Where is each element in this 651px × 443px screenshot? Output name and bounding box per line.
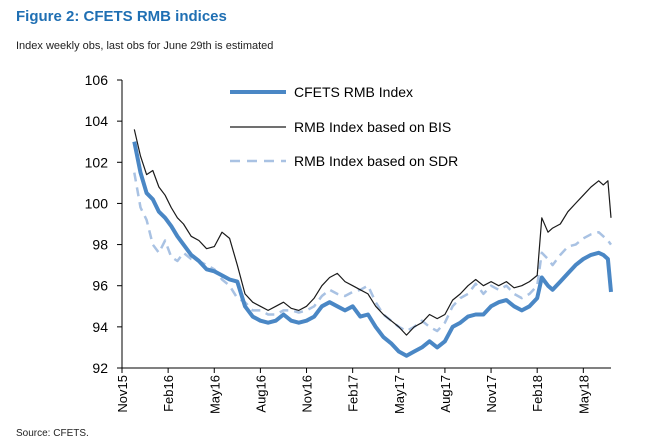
y-tick-label: 98: [92, 237, 108, 253]
figure-source: Source: CFETS.: [16, 428, 89, 439]
chart-series-group: [132, 129, 613, 358]
x-tick-label: Nov16: [300, 375, 315, 413]
series-line-sdr: [133, 172, 612, 333]
chart-axes: 92 94 96 98 100 102 104 106 Nov15 Feb16 May16 Aug16…: [85, 72, 611, 414]
y-tick-label: 100: [85, 195, 109, 211]
x-tick-label: May17: [392, 375, 407, 414]
x-tick-label: Feb18: [530, 375, 545, 412]
y-tick-label: 96: [92, 278, 108, 294]
series-line-bis: [133, 129, 612, 336]
x-tick-label: Feb17: [346, 375, 361, 412]
chart-legend: CFETS RMB Index RMB Index based on BIS RMB…: [230, 84, 458, 169]
x-tick-label: Nov17: [484, 375, 499, 413]
y-tick-label: 106: [85, 72, 109, 88]
y-tick-label: 94: [92, 319, 108, 335]
x-tick-label: Feb16: [161, 375, 176, 412]
legend-label: RMB Index based on BIS: [294, 119, 451, 135]
line-chart: 92 94 96 98 100 102 104 106 Nov15 Feb16 May16 Aug16…: [85, 72, 613, 414]
x-tick-label: Aug16: [253, 375, 268, 413]
series-line-cfets: [132, 141, 613, 358]
x-tick-label: May16: [207, 375, 222, 414]
y-tick-label: 92: [92, 360, 108, 376]
figure-title: Figure 2: CFETS RMB indices: [16, 8, 227, 25]
y-tick-label: 104: [85, 113, 109, 129]
legend-label: RMB Index based on SDR: [294, 153, 458, 169]
y-tick-label: 102: [85, 154, 109, 170]
x-tick-label: Nov15: [115, 375, 130, 413]
x-tick-label: May18: [576, 375, 591, 414]
x-tick-label: Aug17: [438, 375, 453, 413]
legend-label: CFETS RMB Index: [294, 84, 413, 100]
figure-subtitle: Index weekly obs, last obs for June 29th…: [16, 40, 274, 52]
